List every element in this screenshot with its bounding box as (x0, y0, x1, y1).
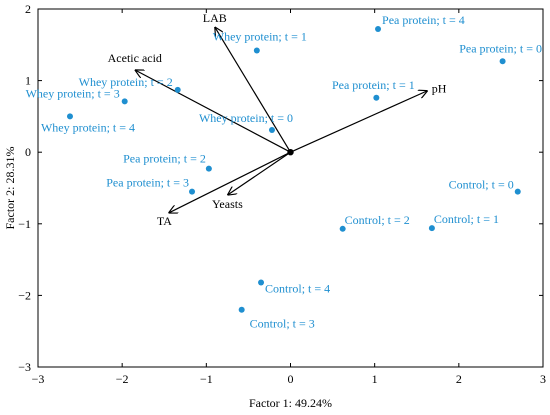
point-label-pea-protein-t-4: Pea protein; t = 4 (382, 13, 465, 27)
point-label-control-t-4: Control; t = 4 (265, 282, 330, 296)
vector-ph (290, 91, 428, 153)
y-axis-title: Factor 2: 28.31% (3, 147, 17, 230)
point-label-whey-protein-t-1: Whey protein; t = 1 (213, 30, 307, 44)
point-whey-protein-t-3 (121, 98, 128, 105)
score-points: Pea protein; t = 4 Pea protein; t = 0 Pea … (26, 13, 542, 331)
x-axis-title: Factor 1: 49.24% (249, 396, 332, 410)
vector-acetic-acid (135, 70, 291, 153)
y-tick-label: 2 (25, 2, 31, 16)
vector-label-acetic-acid: Acetic acid (108, 51, 162, 65)
vector-yeasts (227, 151, 291, 195)
y-tick-label: −1 (18, 217, 31, 231)
y-tick-label: 0 (25, 145, 31, 159)
vector-label-ph: pH (432, 82, 447, 96)
vector-ta (168, 151, 291, 213)
point-label-whey-protein-t-0: Whey protein; t = 0 (199, 111, 293, 125)
x-tick-label: −1 (200, 372, 213, 386)
vector-lab (215, 27, 292, 153)
point-label-whey-protein-t-3: Whey protein; t = 3 (26, 86, 120, 100)
point-control-t-2 (339, 225, 346, 232)
point-label-pea-protein-t-2: Pea protein; t = 2 (123, 152, 206, 166)
point-label-control-t-3: Control; t = 3 (250, 317, 315, 331)
point-control-t-3 (238, 306, 245, 313)
vector-label-ta: TA (157, 214, 172, 228)
x-tick-label: 1 (372, 372, 378, 386)
x-tick-label: −3 (32, 372, 45, 386)
point-whey-protein-t-2 (174, 86, 181, 93)
x-tick-label: 2 (456, 372, 462, 386)
vector-label-lab: LAB (203, 11, 227, 25)
point-label-pea-protein-t-3: Pea protein; t = 3 (106, 176, 189, 190)
point-pea-protein-t-3 (189, 188, 196, 195)
point-whey-protein-t-0 (268, 127, 275, 134)
point-pea-protein-t-1 (373, 94, 380, 101)
point-pea-protein-t-4 (375, 26, 382, 33)
point-pea-protein-t-0 (499, 58, 506, 65)
point-label-pea-protein-t-0: Pea protein; t = 0 (459, 41, 542, 55)
point-control-t-4 (258, 279, 265, 286)
point-whey-protein-t-1 (253, 47, 260, 54)
point-whey-protein-t-4 (66, 113, 73, 120)
point-control-t-0 (514, 188, 521, 195)
vector-label-yeasts: Yeasts (212, 197, 243, 211)
y-tick-label: −3 (18, 360, 31, 374)
point-label-control-t-1: Control; t = 1 (434, 212, 499, 226)
point-pea-protein-t-2 (205, 165, 212, 172)
origin-point (287, 149, 294, 156)
x-tick-label: −2 (116, 372, 129, 386)
x-tick-label: 0 (288, 372, 294, 386)
axis-ticks: −3 −2 −1 0 1 2 3 −3 −2 −1 0 1 2 (18, 2, 546, 386)
y-tick-label: 1 (25, 74, 31, 88)
x-tick-label: 3 (540, 372, 546, 386)
point-control-t-1 (428, 225, 435, 232)
point-label-pea-protein-t-1: Pea protein; t = 1 (332, 78, 415, 92)
point-label-control-t-0: Control; t = 0 (449, 178, 514, 192)
point-label-whey-protein-t-4: Whey protein; t = 4 (41, 120, 135, 134)
point-label-control-t-2: Control; t = 2 (345, 213, 410, 227)
point-label-whey-protein-t-2: Whey protein; t = 2 (79, 75, 173, 89)
loading-vectors: LAB Acetic acid pH TA Yeasts (108, 11, 447, 228)
y-tick-label: −2 (18, 288, 31, 302)
